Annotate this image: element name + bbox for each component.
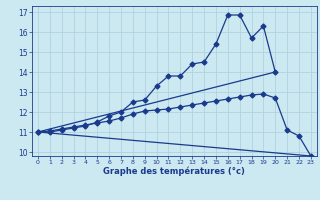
X-axis label: Graphe des températures (°c): Graphe des températures (°c) xyxy=(103,167,245,176)
